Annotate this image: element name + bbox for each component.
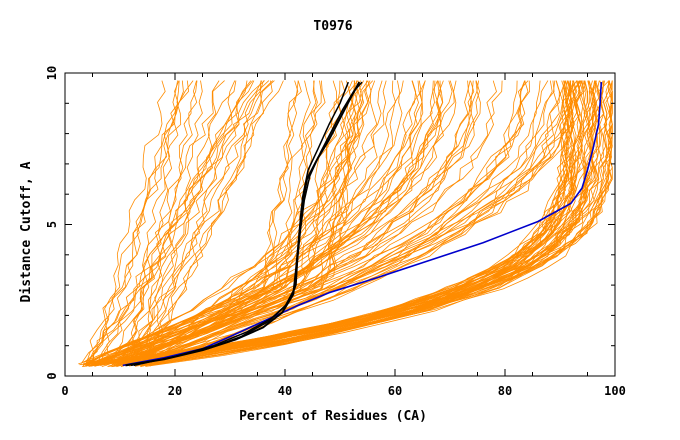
orange-model-line	[140, 80, 571, 368]
orange-model-line	[127, 80, 264, 364]
orange-model-line	[93, 80, 566, 366]
orange-model-line	[111, 80, 426, 365]
orange-model-line	[90, 80, 417, 366]
orange-model-line	[90, 80, 346, 367]
orange-model-line	[143, 80, 225, 367]
orange-model-line	[115, 80, 613, 366]
orange-model-line	[139, 80, 397, 365]
orange-model-line	[139, 80, 203, 364]
orange-model-line	[136, 80, 273, 364]
orange-model-line	[126, 80, 180, 364]
x-axis-label: Percent of Residues (CA)	[239, 409, 427, 424]
orange-model-line	[112, 80, 237, 364]
orange-model-line	[119, 80, 438, 366]
x-tick-label: 40	[278, 384, 292, 398]
orange-model-line	[149, 80, 577, 366]
orange-model-line	[119, 80, 444, 365]
y-tick-label: 10	[45, 66, 59, 80]
orange-model-line	[141, 80, 252, 364]
orange-model-line	[126, 80, 236, 365]
orange-model-line	[91, 80, 194, 364]
orange-model-line	[147, 80, 471, 364]
x-tick-label: 20	[168, 384, 182, 398]
series-line-cluster-model-3	[133, 81, 349, 367]
orange-model-line	[88, 80, 569, 367]
orange-series-group	[78, 80, 613, 368]
orange-model-line	[128, 80, 262, 364]
orange-model-line	[129, 80, 182, 367]
orange-model-line	[132, 80, 613, 365]
x-tick-label: 100	[604, 384, 626, 398]
orange-model-line	[116, 80, 503, 364]
orange-model-line	[94, 80, 248, 367]
orange-model-line	[121, 80, 371, 368]
orange-model-line	[106, 80, 549, 364]
y-tick-label: 5	[45, 221, 59, 228]
orange-model-line	[134, 80, 555, 364]
orange-model-line	[129, 80, 541, 367]
orange-model-line	[82, 80, 318, 363]
orange-model-line	[86, 80, 362, 365]
orange-model-line	[80, 80, 255, 364]
orange-model-line	[85, 80, 299, 364]
orange-model-line	[142, 80, 284, 363]
orange-model-line	[117, 80, 560, 366]
orange-model-line	[119, 80, 595, 364]
orange-model-line	[136, 80, 275, 367]
orange-model-line	[87, 80, 166, 363]
orange-model-line	[125, 80, 457, 366]
orange-model-line	[94, 80, 529, 366]
orange-model-line	[123, 80, 566, 364]
y-tick-label: 0	[45, 372, 59, 379]
orange-model-line	[89, 80, 370, 366]
series-line-best-model	[122, 82, 603, 367]
orange-model-line	[117, 80, 198, 364]
orange-model-line	[135, 80, 198, 363]
y-axis-label: Distance Cutoff, A	[19, 161, 34, 302]
x-tick-label: 80	[498, 384, 512, 398]
orange-model-line	[143, 80, 583, 364]
x-tick-label: 0	[61, 384, 68, 398]
orange-model-line	[97, 80, 178, 364]
orange-model-line	[108, 80, 378, 365]
orange-model-line	[126, 80, 444, 364]
x-tick-label: 60	[388, 384, 402, 398]
orange-model-line	[83, 80, 457, 367]
orange-model-line	[93, 80, 588, 364]
orange-model-line	[135, 80, 481, 366]
y-axis: 0 5 10	[45, 66, 615, 380]
orange-model-line	[127, 80, 596, 367]
orange-model-line	[85, 80, 311, 367]
orange-model-line	[106, 80, 265, 366]
chart-title: T0976	[313, 19, 352, 34]
orange-model-line	[82, 80, 302, 366]
highlight-series-group	[122, 81, 603, 367]
x-axis: 0 20 40 60 80 100	[61, 73, 626, 398]
